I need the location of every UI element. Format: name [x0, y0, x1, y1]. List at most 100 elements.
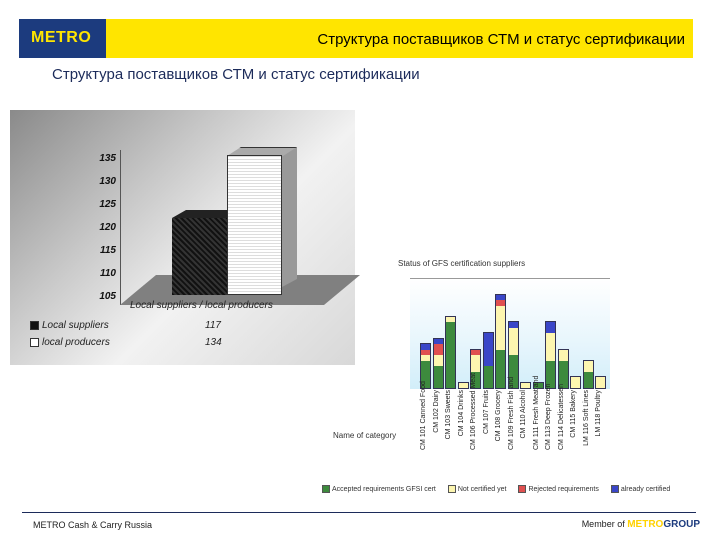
bar-segment — [583, 360, 593, 372]
bar-segment — [421, 360, 430, 388]
bar-local-producers-top — [227, 147, 297, 156]
legend-label: Not certified yet — [457, 485, 507, 493]
legend-label: Rejected requirements — [528, 485, 599, 493]
metro-logo: METRO — [19, 19, 106, 58]
category-label: CM 104 Drinks — [457, 390, 465, 437]
y-tick: 125 — [99, 199, 116, 210]
value-local-suppliers: 117 — [205, 320, 221, 331]
bar-segment — [483, 333, 493, 366]
stacked-bar — [595, 376, 606, 389]
legend-swatch — [322, 485, 330, 493]
bar-segment — [421, 349, 430, 355]
legend-swatch-dark — [30, 320, 39, 330]
category-label: CM 115 Bakery — [570, 390, 577, 438]
bar-local-suppliers-top — [172, 210, 242, 218]
bar-segment — [421, 344, 430, 350]
value-local-producers: 134 — [205, 337, 222, 348]
stacked-bar — [470, 348, 481, 389]
stacked-bar — [495, 293, 506, 389]
member-of-text: Member of — [581, 519, 625, 529]
y-tick: 130 — [99, 176, 116, 187]
category-label: CM 109 Fresh Fish and — [507, 376, 515, 450]
bar-segment — [496, 349, 505, 388]
bar-segment — [596, 377, 605, 388]
legend-swatch-light — [30, 337, 39, 347]
bar-segment — [571, 377, 580, 388]
gfs-certification-chart — [410, 278, 610, 389]
y-tick: 115 — [100, 245, 116, 256]
metro-group-logo-metro: METRO — [627, 519, 664, 530]
category-label: CM 106 Processed Meat — [470, 372, 477, 450]
x-axis-label: Local suppliers / local producers — [130, 300, 273, 311]
stacked-bar — [582, 359, 594, 389]
bar-segment — [508, 355, 518, 388]
bar-segment — [496, 305, 505, 350]
legend-not-certified: Not certified yet — [447, 485, 507, 493]
footer-divider — [22, 512, 696, 513]
metro-group-logo-group: GROUP — [663, 519, 700, 530]
category-label: CM 113 Deep Frozen — [545, 383, 552, 450]
stacked-bar — [532, 381, 544, 389]
legend-rejected: Rejected requirements — [518, 485, 599, 493]
gfs-chart-legend: Accepted requirements GFSI cert Not cert… — [322, 485, 680, 493]
legend-local-suppliers: Local suppliers — [30, 320, 109, 331]
stacked-bar — [570, 376, 581, 389]
bar-segment — [558, 360, 568, 388]
stacked-bar — [432, 337, 444, 389]
x-axis-label: Name of category — [333, 431, 397, 440]
legend-swatch — [447, 485, 456, 493]
category-label: CM 103 Sweets — [445, 390, 452, 440]
category-label: CM 108 Grocery — [495, 390, 502, 442]
legend-label: local producers — [42, 337, 110, 348]
bar-segment — [421, 355, 430, 361]
stacked-bar — [507, 321, 519, 389]
stacked-bar — [557, 348, 569, 389]
bar-segment — [471, 349, 480, 355]
bar-segment — [496, 294, 505, 300]
legend-label: already certified — [620, 485, 671, 493]
header-bar: METRO Структура поставщиков СТМ и статус… — [19, 19, 693, 58]
bar-local-producers-side — [282, 147, 297, 287]
category-label: CM 107 Fruits — [482, 390, 490, 434]
legend-swatch — [518, 485, 527, 493]
bar-segment — [483, 366, 493, 388]
header-title: Структура поставщиков СТМ и статус серти… — [317, 31, 685, 48]
bar-segment — [458, 382, 468, 388]
bar-segment — [433, 338, 443, 344]
gfs-chart-title: Status of GFS certification suppliers — [398, 259, 526, 268]
legend-label: Local suppliers — [42, 320, 109, 331]
stacked-bar — [520, 381, 531, 389]
bar-local-suppliers — [172, 218, 227, 295]
legend-swatch — [610, 485, 619, 493]
legend-accepted: Accepted requirements GFSI cert — [322, 485, 436, 493]
metro-logo-text: METRO — [31, 29, 92, 46]
footer-member-of: Member of METROGROUP — [582, 519, 700, 530]
legend-label: Accepted requirements GFSI cert — [332, 485, 436, 493]
bar-segment — [583, 371, 593, 388]
legend-already-certified: already certified — [610, 485, 671, 493]
legend-local-producers: local producers — [30, 337, 110, 348]
y-axis — [120, 150, 121, 305]
page-title: Структура поставщиков СТМ и статус серти… — [52, 66, 420, 83]
bar-segment — [508, 322, 518, 328]
bar-segment — [446, 322, 455, 388]
stacked-bar — [545, 321, 556, 389]
stacked-bar — [457, 381, 469, 389]
bar-segment — [533, 382, 543, 388]
bar-segment — [433, 366, 443, 388]
stacked-bar — [482, 332, 494, 389]
bar-segment — [558, 349, 568, 361]
y-tick: 135 — [99, 153, 116, 164]
category-label: CM 110 Alcohol — [520, 390, 527, 439]
category-label: CM 111 Fresh Meat and — [532, 375, 540, 450]
y-tick: 110 — [100, 268, 116, 279]
bar-segment — [546, 360, 555, 388]
bar-segment — [546, 322, 555, 333]
category-label: CM 114 Delicatessen — [557, 383, 565, 450]
bar-segment — [546, 333, 555, 361]
bar-segment — [496, 300, 505, 306]
category-label: LM 118 Poultry — [595, 390, 602, 437]
supplier-structure-chart: 135 130 125 120 115 110 105 Local suppli… — [10, 110, 360, 365]
y-tick: 105 — [99, 291, 116, 302]
footer-company: METRO Cash & Carry Russia — [33, 520, 153, 530]
